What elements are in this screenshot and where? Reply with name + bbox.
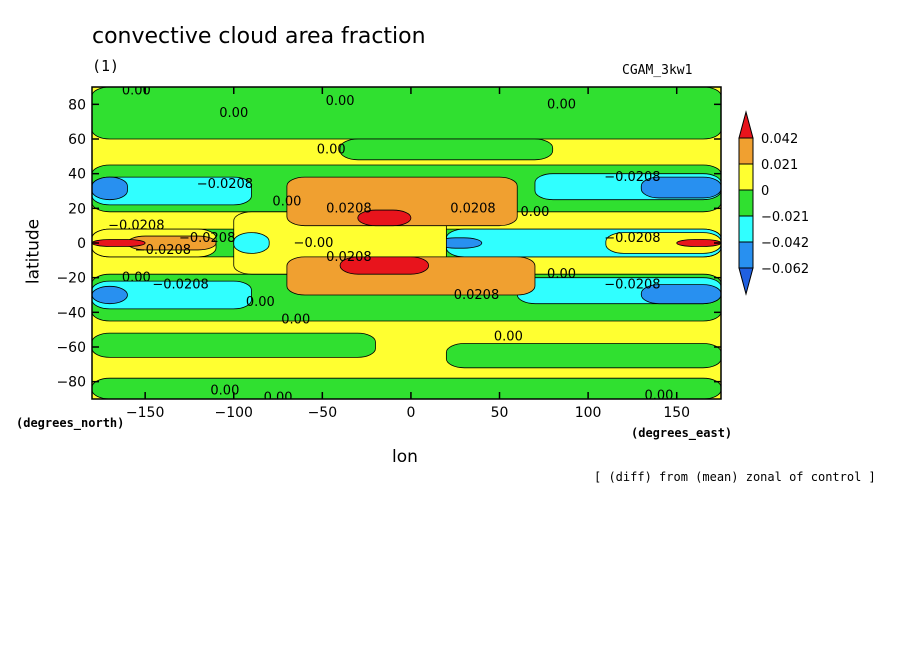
contour-region: [92, 377, 721, 399]
contour-label: 0.00: [264, 390, 293, 405]
colorbar-label: 0.021: [761, 158, 798, 173]
y-axis-unit: (degrees_north): [16, 416, 125, 430]
colorbar-swatch: [738, 189, 754, 217]
contour-label: 0.00: [494, 330, 523, 345]
contour-region: [605, 232, 721, 254]
contour-region: [92, 87, 721, 140]
y-tick-label: −40: [56, 305, 86, 321]
contour-region: [339, 138, 554, 161]
contour-label: 0.00: [272, 194, 301, 209]
contour-label: −0.0208: [604, 278, 660, 293]
colorbar-swatch: [738, 163, 754, 191]
contour-label: −0.0208: [604, 170, 660, 185]
chart-title: convective cloud area fraction: [92, 24, 426, 49]
contour-label: −0.0208: [108, 219, 164, 234]
contour-label: 0.00: [317, 142, 346, 157]
contour-label: 0.00: [219, 106, 248, 121]
contour-region: [92, 280, 252, 310]
colorbar-label: 0: [761, 184, 769, 199]
contour-label: 0.00: [122, 271, 151, 286]
contour-label: 0.0208: [326, 201, 372, 216]
x-axis-unit: (degrees_east): [631, 426, 733, 440]
contour-label: 0.00: [122, 83, 151, 98]
contour-label: 0.00: [281, 312, 310, 327]
colorbar-label: 0.042: [761, 132, 798, 147]
contour-label: −0.0208: [197, 177, 253, 192]
contour-label: 0.0208: [454, 288, 500, 303]
contour-region: [286, 176, 518, 227]
colorbar-swatch: [738, 241, 754, 269]
contour-label: 0.00: [210, 383, 239, 398]
contour-region: [233, 232, 270, 254]
contour-region: [92, 176, 128, 201]
x-tick-label: 0: [406, 405, 415, 421]
contour-region: [92, 239, 146, 247]
contour-label: 0.0208: [326, 250, 372, 265]
contour-label: −0.0208: [604, 231, 660, 246]
y-tick-label: −60: [56, 340, 86, 356]
x-tick-label: −50: [308, 405, 338, 421]
y-tick-label: −80: [56, 375, 86, 391]
contour-region: [676, 239, 721, 247]
contour-label: −0.0208: [179, 231, 235, 246]
contour-label: 0.00: [547, 267, 576, 282]
colorbar-swatch: [738, 267, 754, 296]
colorbar-swatch: [738, 215, 754, 243]
contour-label: −0.00: [294, 236, 334, 251]
colorbar-label: −0.042: [761, 236, 809, 251]
y-tick-label: 0: [77, 236, 86, 252]
contour-label: −0.0208: [152, 278, 208, 293]
contour-label: 0.00: [520, 205, 549, 220]
y-axis-label: latitude: [23, 218, 44, 285]
contour-region: [92, 332, 376, 358]
colorbar-swatch: [738, 110, 754, 139]
contour-label: −0.0208: [135, 243, 191, 258]
x-tick-label: 150: [663, 405, 690, 421]
contour-label: 0.00: [547, 97, 576, 112]
chart-subtitle: (1): [92, 57, 120, 75]
x-tick-label: −100: [215, 405, 253, 421]
contour-label: 0.00: [326, 94, 355, 109]
run-label: CGAM_3kw1: [622, 63, 693, 78]
contour-region: [92, 176, 252, 206]
contour-label: 0.00: [645, 389, 674, 404]
contour-region: [92, 285, 128, 305]
colorbar-swatch: [738, 137, 754, 165]
colorbar-label: −0.021: [761, 210, 809, 225]
colorbar-label: −0.062: [761, 262, 809, 277]
y-tick-label: 40: [68, 167, 86, 183]
contour-region: [339, 256, 430, 275]
contour-region: [357, 209, 412, 227]
y-tick-label: 80: [68, 97, 86, 113]
x-tick-label: 100: [575, 405, 602, 421]
y-tick-label: 60: [68, 132, 86, 148]
contour-label: 0.0208: [450, 201, 496, 216]
x-tick-label: −150: [126, 405, 164, 421]
y-tick-label: −20: [56, 271, 86, 287]
contour-region: [445, 343, 721, 369]
x-tick-label: 50: [491, 405, 509, 421]
contour-label: 0.00: [246, 295, 275, 310]
y-tick-label: 20: [68, 201, 86, 217]
x-axis-label: lon: [392, 447, 418, 467]
footnote: [ (diff) from (mean) zonal of control ]: [594, 470, 876, 484]
